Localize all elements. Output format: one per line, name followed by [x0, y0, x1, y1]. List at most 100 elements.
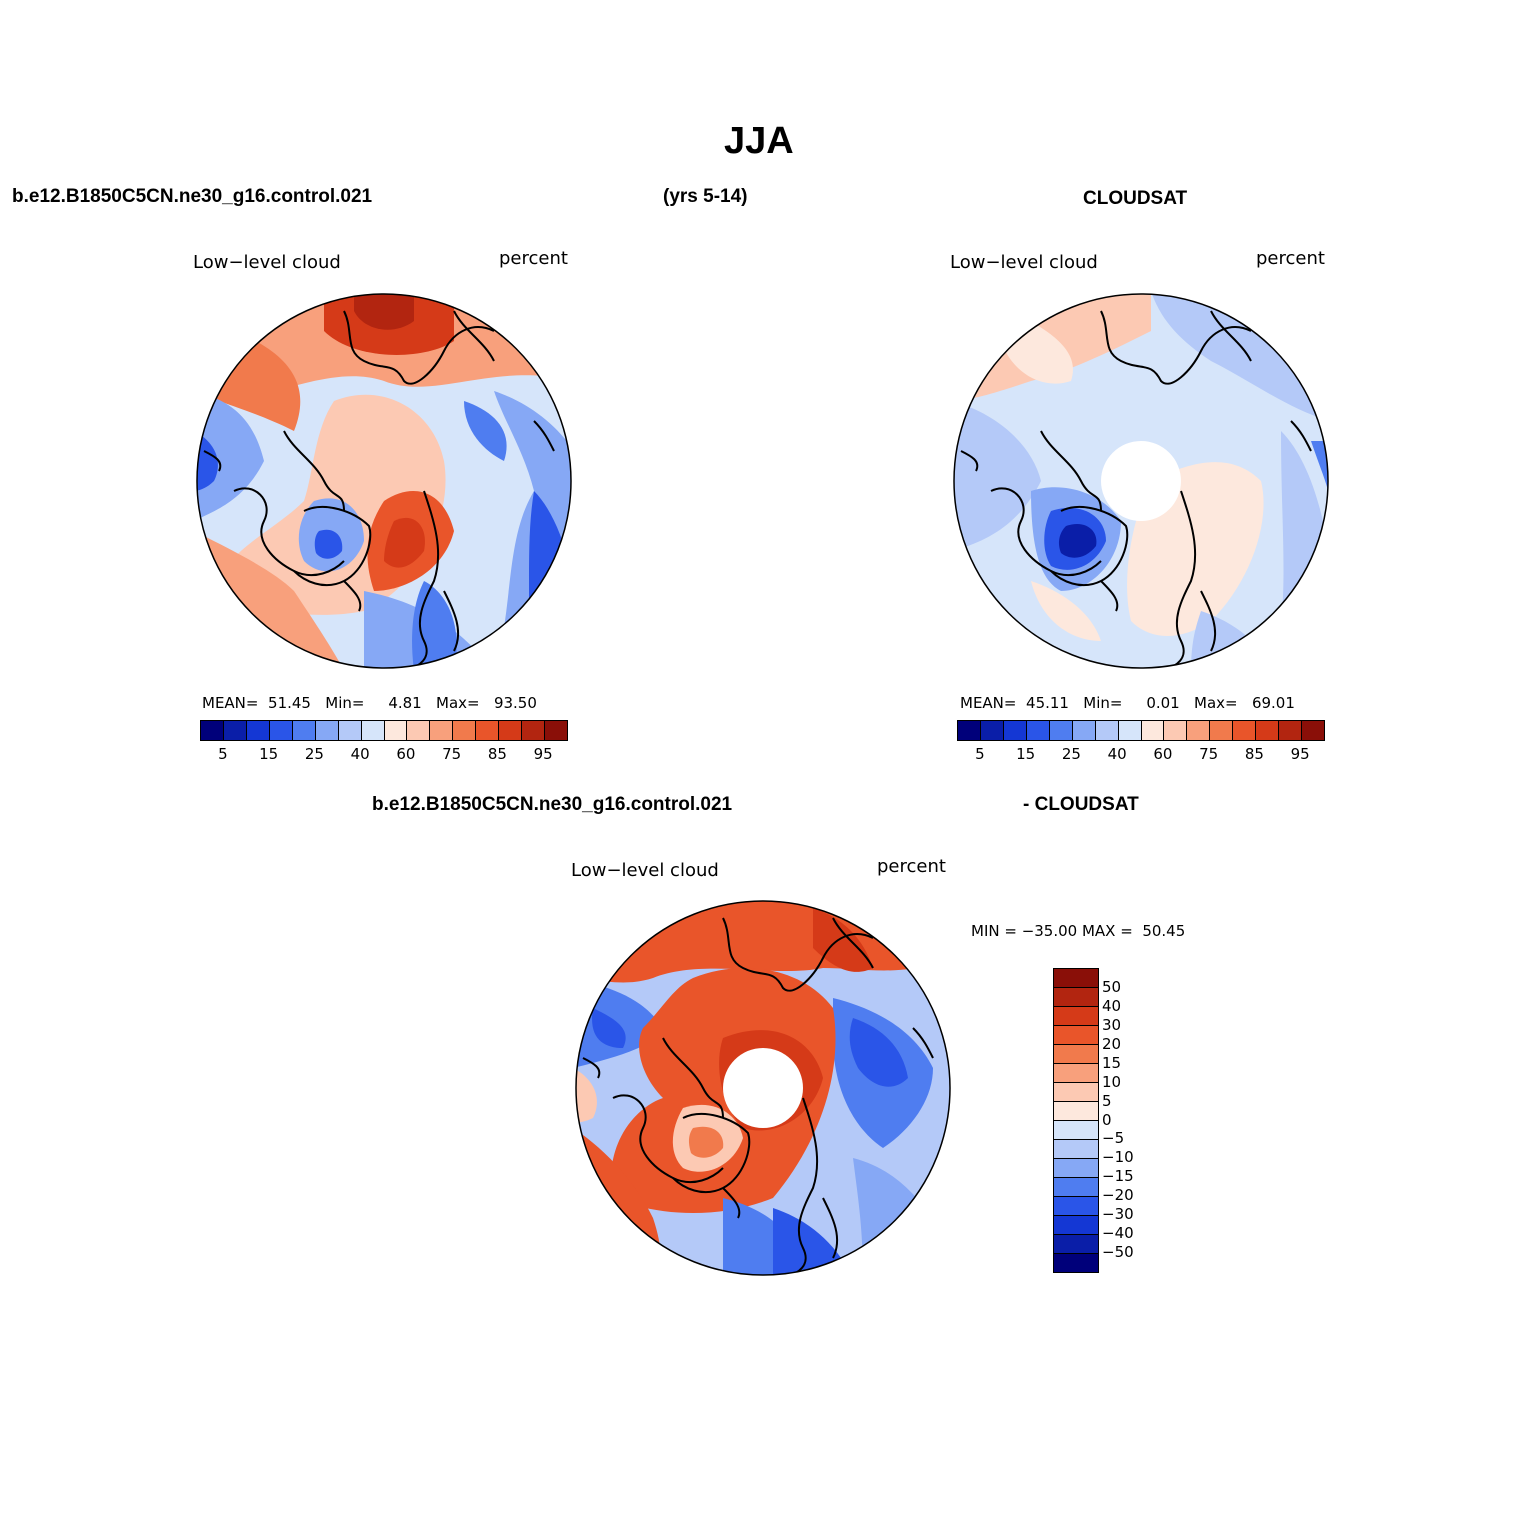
- panel1-colorbar-tick-label: 15: [259, 745, 279, 763]
- panel3-colorbar-swatch: [1054, 1197, 1098, 1216]
- panel3-colorbar-tick-label: −5: [1102, 1129, 1125, 1148]
- panel2-colorbar-swatch: [1256, 721, 1280, 740]
- years-label: (yrs 5-14): [663, 186, 748, 207]
- panel3-colorbar-swatch: [1054, 1121, 1098, 1140]
- panel3-colorbar-swatch: [1054, 1007, 1098, 1026]
- panel3-colorbar-tick-label: 50: [1102, 977, 1122, 996]
- panel1-colorbar-tick-label: 85: [487, 745, 507, 763]
- panel3-variable-label: Low−level cloud: [571, 860, 719, 881]
- panel3-polar-map: [575, 900, 951, 1276]
- panel1-colorbar-swatch: [407, 721, 431, 740]
- panel2-colorbar-swatch: [1003, 721, 1027, 740]
- panel1-colorbar-swatch: [269, 721, 293, 740]
- panel3-units-label: percent: [877, 856, 946, 877]
- panel1-mean-value: 51.45: [268, 694, 311, 712]
- panel3-colorbar-tick-label: −50: [1102, 1243, 1134, 1262]
- panel2-colorbar-swatch: [1164, 721, 1188, 740]
- panel2-colorbar-tick-label: 75: [1199, 745, 1219, 763]
- panel3-colorbar-tick-label: −30: [1102, 1205, 1134, 1224]
- panel3-colorbar: [1053, 968, 1099, 1273]
- panel1-mean-label: MEAN=: [202, 694, 259, 712]
- diff-case-name-label: b.e12.B1850C5CN.ne30_g16.control.021: [372, 794, 733, 815]
- panel1-colorbar-tick-label: 40: [350, 745, 370, 763]
- panel3-colorbar-swatch: [1054, 1235, 1098, 1254]
- panel2-variable-label: Low−level cloud: [950, 252, 1098, 273]
- panel1-max-value: 93.50: [493, 694, 537, 712]
- panel1-colorbar-swatch: [223, 721, 247, 740]
- panel2-colorbar-swatch: [1072, 721, 1096, 740]
- panel3-colorbar-swatch: [1054, 1026, 1098, 1045]
- panel1-colorbar-swatch: [315, 721, 339, 740]
- panel1-colorbar-swatch: [361, 721, 385, 740]
- panel1-colorbar-tick-label: 25: [304, 745, 324, 763]
- panel2-colorbar-swatch: [1187, 721, 1211, 740]
- panel2-colorbar-swatch: [1302, 721, 1324, 740]
- obs-name-label: CLOUDSAT: [1083, 188, 1188, 209]
- panel3-stats: MIN = −35.00 MAX = 50.45: [971, 922, 1186, 940]
- panel1-colorbar-swatch: [545, 721, 567, 740]
- panel3-colorbar-swatch: [1054, 1083, 1098, 1102]
- panel2-colorbar-tick-label: 40: [1107, 745, 1127, 763]
- panel1-colorbar-swatch: [246, 721, 270, 740]
- panel3-colorbar-swatch: [1054, 1178, 1098, 1197]
- panel1-colorbar-tick-label: 75: [442, 745, 462, 763]
- panel1-polar-map: [196, 293, 572, 669]
- panel2-units-label: percent: [1256, 248, 1325, 269]
- panel2-stats: MEAN= 45.11 Min= 0.01 Max= 69.01: [960, 694, 1295, 712]
- panel1-min-value: 4.81: [388, 694, 422, 712]
- panel2-colorbar-swatch: [1118, 721, 1142, 740]
- panel3-colorbar-tick-label: −40: [1102, 1224, 1134, 1243]
- panel1-colorbar-tick-label: 5: [218, 745, 228, 763]
- panel2-polar-map: [953, 293, 1329, 669]
- panel2-colorbar: [957, 720, 1325, 741]
- panel3-colorbar-tick-label: 5: [1102, 1091, 1112, 1110]
- panel2-colorbar-swatch: [1026, 721, 1050, 740]
- panel1-units-label: percent: [499, 248, 568, 269]
- panel1-colorbar-swatch: [384, 721, 408, 740]
- panel2-colorbar-swatch: [1279, 721, 1303, 740]
- case-name-label: b.e12.B1850C5CN.ne30_g16.control.021: [12, 186, 373, 207]
- panel3-colorbar-tick-label: 40: [1102, 996, 1122, 1015]
- panel1-stats: MEAN= 51.45 Min= 4.81 Max= 93.50: [202, 694, 537, 712]
- panel1-min-label: Min=: [325, 694, 365, 712]
- panel2-mean-label: MEAN=: [960, 694, 1017, 712]
- panel2-colorbar-swatch: [1095, 721, 1119, 740]
- panel3-colorbar-swatch: [1054, 1140, 1098, 1159]
- panel1-colorbar-swatch: [338, 721, 362, 740]
- panel3-colorbar-tick-label: −15: [1102, 1167, 1134, 1186]
- panel3-colorbar-tick-label: 30: [1102, 1015, 1122, 1034]
- panel3-colorbar-swatch: [1054, 1045, 1098, 1064]
- panel2-colorbar-swatch: [958, 721, 981, 740]
- panel3-colorbar-swatch: [1054, 969, 1098, 988]
- diff-obs-name-label: - CLOUDSAT: [1023, 794, 1139, 815]
- panel2-colorbar-swatch: [1233, 721, 1257, 740]
- panel2-colorbar-tick-label: 25: [1061, 745, 1081, 763]
- panel2-colorbar-swatch: [1141, 721, 1165, 740]
- panel2-max-label: Max=: [1194, 694, 1238, 712]
- panel2-max-value: 69.01: [1251, 694, 1295, 712]
- panel2-mean-value: 45.11: [1026, 694, 1069, 712]
- panel1-colorbar-swatch: [430, 721, 454, 740]
- panel1-colorbar-tick-label: 95: [533, 745, 553, 763]
- panel2-min-label: Min=: [1083, 694, 1123, 712]
- panel3-colorbar-tick-label: −10: [1102, 1148, 1134, 1167]
- panel3-colorbar-tick-label: 15: [1102, 1053, 1122, 1072]
- panel3-colorbar-tick-label: −20: [1102, 1186, 1134, 1205]
- panel3-colorbar-swatch: [1054, 1102, 1098, 1121]
- panel1-colorbar-swatch: [453, 721, 477, 740]
- panel2-colorbar-tick-label: 5: [975, 745, 985, 763]
- panel2-colorbar-tick-label: 15: [1016, 745, 1036, 763]
- panel1-colorbar-swatch: [476, 721, 500, 740]
- panel1-colorbar-swatch: [522, 721, 546, 740]
- panel3-colorbar-swatch: [1054, 1159, 1098, 1178]
- panel2-colorbar-swatch: [980, 721, 1004, 740]
- panel1-colorbar-tick-label: 60: [396, 745, 416, 763]
- panel2-colorbar-swatch: [1210, 721, 1234, 740]
- panel2-colorbar-tick-label: 60: [1153, 745, 1173, 763]
- panel1-colorbar-swatch: [201, 721, 224, 740]
- panel3-colorbar-tick-label: 20: [1102, 1034, 1122, 1053]
- panel1-colorbar-swatch: [499, 721, 523, 740]
- panel2-min-value: 0.01: [1146, 694, 1180, 712]
- panel3-colorbar-tick-label: 0: [1102, 1110, 1112, 1129]
- panel3-colorbar-swatch: [1054, 1254, 1098, 1272]
